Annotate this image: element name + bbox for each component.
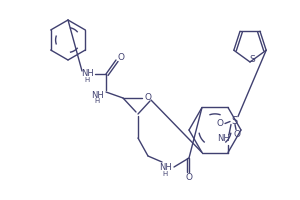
Text: O: O <box>185 173 193 182</box>
Text: NH: NH <box>91 90 103 99</box>
Text: O: O <box>118 52 124 62</box>
Text: H: H <box>162 171 168 177</box>
Text: O: O <box>233 130 241 139</box>
Text: O: O <box>217 119 224 128</box>
Text: S: S <box>249 54 255 64</box>
Text: H: H <box>94 98 100 104</box>
Text: NH: NH <box>218 134 230 143</box>
Text: S: S <box>231 116 237 126</box>
Text: NH: NH <box>159 164 171 172</box>
Text: NH: NH <box>81 70 93 78</box>
Text: H: H <box>84 77 90 83</box>
Text: O: O <box>145 94 152 102</box>
